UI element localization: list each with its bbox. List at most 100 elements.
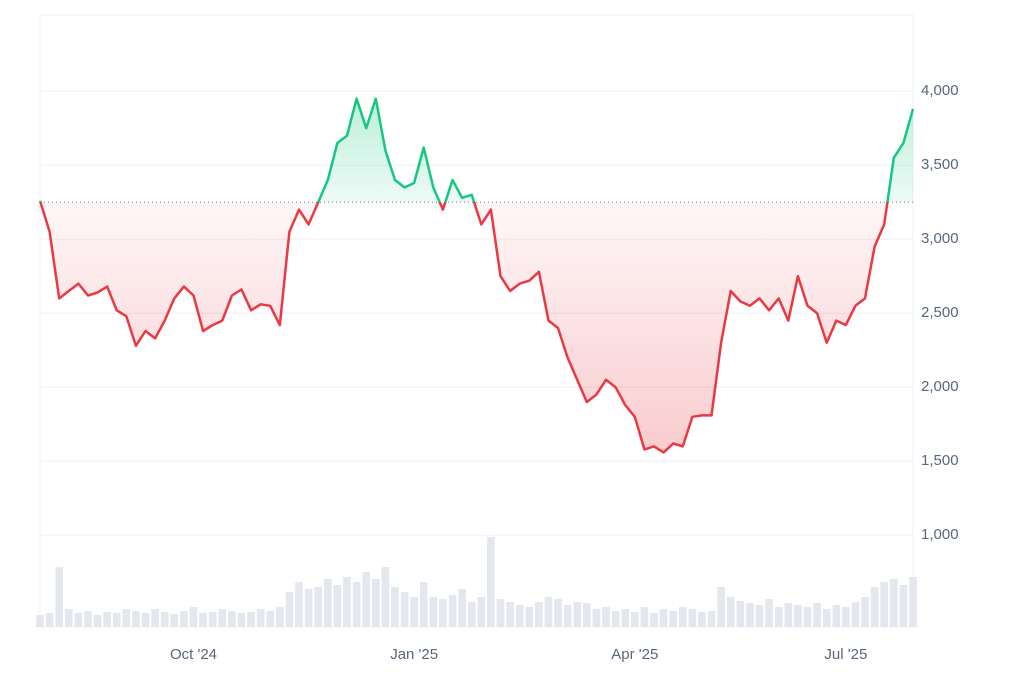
volume-bar bbox=[55, 567, 64, 627]
volume-bar bbox=[323, 579, 332, 627]
volume-bar bbox=[333, 585, 342, 627]
volume-bar bbox=[362, 572, 371, 627]
x-tick-label: Jul '25 bbox=[824, 646, 867, 663]
volume-bar bbox=[429, 597, 438, 627]
y-tick-label: 1,500 bbox=[921, 452, 959, 469]
x-tick-label: Oct '24 bbox=[170, 646, 217, 663]
volume-bar bbox=[45, 613, 54, 627]
volume-bar bbox=[132, 611, 140, 627]
volume-bar bbox=[774, 607, 783, 627]
volume-bar bbox=[151, 609, 159, 627]
volume-bar bbox=[228, 611, 236, 627]
volume-bar bbox=[630, 612, 639, 627]
volume-bar bbox=[506, 602, 514, 627]
volume-bar bbox=[295, 582, 303, 627]
y-tick-label: 2,500 bbox=[921, 304, 959, 321]
volume-bar bbox=[726, 597, 735, 627]
volume-bar bbox=[592, 609, 601, 627]
y-tick-label: 1,000 bbox=[921, 526, 959, 543]
y-tick-label: 2,000 bbox=[921, 378, 959, 395]
volume-bar bbox=[391, 587, 399, 627]
volume-bar bbox=[36, 615, 44, 627]
volume-bar bbox=[525, 607, 534, 627]
volume-bar bbox=[746, 603, 754, 627]
volume-bar bbox=[736, 601, 745, 627]
volume-bar bbox=[842, 607, 850, 627]
volume-bar bbox=[477, 597, 486, 627]
volume-bar bbox=[371, 579, 380, 627]
volume-bar bbox=[669, 611, 678, 627]
volume-bar bbox=[410, 597, 418, 627]
volume-bar bbox=[851, 602, 860, 627]
volume-bar bbox=[602, 607, 610, 627]
volume-bar bbox=[889, 579, 898, 627]
volume-bar bbox=[448, 595, 457, 627]
y-tick-label: 3,000 bbox=[921, 230, 959, 247]
volume-bar bbox=[707, 611, 716, 627]
volume-bar bbox=[180, 611, 188, 627]
volume-bar bbox=[582, 603, 591, 627]
volume-bar bbox=[160, 612, 169, 627]
volume-bar bbox=[170, 614, 179, 627]
volume-bar bbox=[285, 592, 294, 627]
volume-bar bbox=[765, 599, 773, 627]
volume-bar bbox=[439, 599, 447, 627]
volume-bar bbox=[678, 607, 687, 627]
volume-bar bbox=[237, 613, 246, 627]
volume-bar bbox=[467, 602, 476, 627]
volume-bar bbox=[141, 613, 150, 627]
volume-bar bbox=[822, 609, 831, 627]
volume-bar bbox=[314, 587, 323, 627]
volume-bar bbox=[813, 603, 821, 627]
volume-bar bbox=[784, 603, 793, 627]
volume-bar bbox=[189, 607, 198, 627]
volume-bar bbox=[218, 609, 227, 627]
price-area bbox=[40, 98, 913, 453]
volume-bar bbox=[755, 605, 764, 627]
volume-bar bbox=[698, 612, 706, 627]
volume-bar bbox=[554, 599, 562, 627]
volume-bar bbox=[199, 613, 207, 627]
volume-bar bbox=[84, 611, 92, 627]
volume-bar bbox=[688, 609, 697, 627]
volume-bar bbox=[496, 599, 505, 627]
volume-bar bbox=[659, 609, 668, 627]
volume-bar bbox=[640, 607, 649, 627]
volume-bar bbox=[400, 592, 409, 627]
y-tick-label: 4,000 bbox=[921, 82, 959, 99]
volume-bar bbox=[343, 577, 351, 627]
volume-bar bbox=[419, 582, 428, 627]
volume-bar bbox=[803, 607, 812, 627]
volume-bar bbox=[352, 582, 361, 627]
volume-bar bbox=[64, 609, 73, 627]
volume-bar bbox=[861, 597, 869, 627]
volume-bar bbox=[717, 587, 725, 627]
y-tick-label: 3,500 bbox=[921, 156, 959, 173]
volume-bar bbox=[535, 602, 543, 627]
volume-bar bbox=[208, 612, 217, 627]
volume-bar bbox=[247, 612, 255, 627]
volume-bar bbox=[899, 585, 908, 627]
volume-bar bbox=[266, 611, 275, 627]
volume-bar bbox=[256, 609, 265, 627]
volume-bar bbox=[458, 589, 466, 627]
volume-bar bbox=[650, 613, 658, 627]
volume-bar bbox=[544, 597, 553, 627]
volume-bar bbox=[794, 605, 802, 627]
volume-bar bbox=[621, 609, 630, 627]
volume-bar bbox=[122, 609, 131, 627]
price-line bbox=[38, 97, 915, 454]
volume-bar bbox=[275, 607, 284, 627]
volume-bar bbox=[304, 589, 313, 627]
volume-bar bbox=[112, 613, 121, 627]
volume-bar bbox=[573, 602, 582, 627]
volume-bar bbox=[563, 605, 572, 627]
x-tick-label: Apr '25 bbox=[611, 646, 658, 663]
volume-bar bbox=[909, 577, 917, 627]
volume-bar bbox=[487, 537, 495, 627]
volume-bar bbox=[611, 611, 620, 627]
volume-bar bbox=[74, 613, 83, 627]
volume-bar bbox=[832, 605, 841, 627]
volume-bar bbox=[515, 605, 524, 627]
